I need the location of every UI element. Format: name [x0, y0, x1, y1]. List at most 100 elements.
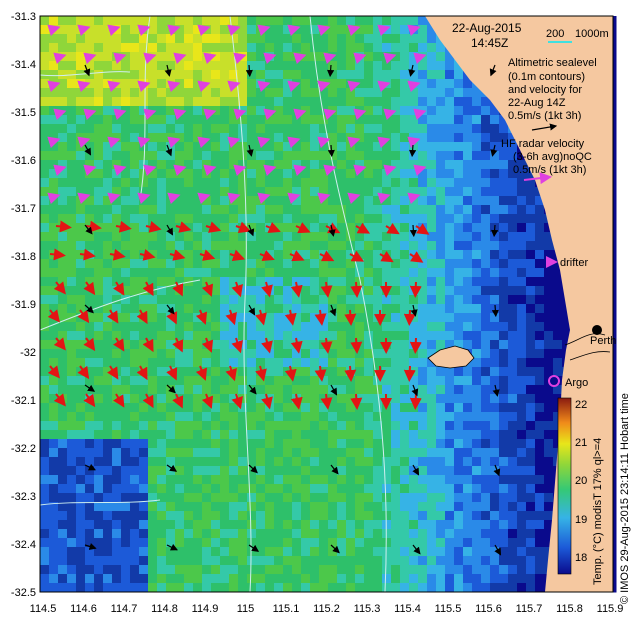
sst-cell [463, 376, 473, 386]
sst-cell [301, 484, 311, 494]
sst-cell [184, 196, 194, 206]
sst-cell [400, 304, 410, 314]
sst-cell [184, 133, 194, 143]
sst-cell [49, 259, 59, 269]
sst-cell [373, 52, 383, 62]
sst-cell [58, 457, 68, 467]
sst-cell [328, 106, 338, 116]
sst-cell [220, 448, 230, 458]
sst-cell [454, 439, 464, 449]
sst-cell [463, 430, 473, 440]
perth-marker [592, 325, 602, 335]
sst-cell [319, 214, 329, 224]
sst-cell [238, 412, 248, 422]
sst-cell [247, 61, 257, 71]
sst-cell [220, 43, 230, 53]
sst-cell [49, 583, 59, 593]
sst-cell [211, 493, 221, 503]
sst-cell [409, 412, 419, 422]
sst-cell [274, 331, 284, 341]
sst-cell [292, 529, 302, 539]
sst-cell [103, 331, 113, 341]
sst-cell [274, 169, 284, 179]
x-tick-label: 115.3 [354, 603, 381, 615]
sst-cell [526, 313, 536, 323]
hf-velocity-arrow [235, 221, 252, 233]
sst-cell [148, 322, 158, 332]
sst-cell [526, 547, 536, 557]
sst-cell [481, 259, 491, 269]
sst-cell [499, 421, 509, 431]
sst-cell [229, 115, 239, 125]
sst-cell [535, 313, 545, 323]
sst-cell [274, 25, 284, 35]
cbar-tick-20: 20 [575, 475, 587, 487]
sst-cell [535, 583, 545, 593]
sst-cell [130, 331, 140, 341]
sst-cell [211, 142, 221, 152]
sst-cell [274, 214, 284, 224]
sst-cell [364, 529, 374, 539]
sst-cell [175, 385, 185, 395]
hf-velocity-arrow [314, 309, 327, 326]
sst-cell [139, 502, 149, 512]
sst-cell [328, 448, 338, 458]
sst-cell [337, 223, 347, 233]
sst-cell [535, 223, 545, 233]
hf-velocity-arrow [47, 24, 61, 37]
sst-cell [103, 259, 113, 269]
sst-cell [445, 502, 455, 512]
sst-cell [184, 232, 194, 242]
sst-cell [229, 241, 239, 251]
sst-cell [112, 538, 122, 548]
sst-cell [193, 358, 203, 368]
sst-cell [400, 385, 410, 395]
sst-cell [283, 556, 293, 566]
sst-cell [526, 511, 536, 521]
sst-cell [283, 493, 293, 503]
sst-cell [427, 295, 437, 305]
sst-cell [85, 574, 95, 584]
sst-cell [193, 511, 203, 521]
sst-cell [238, 556, 248, 566]
sst-cell [337, 61, 347, 71]
sst-cell [103, 115, 113, 125]
sst-cell [139, 583, 149, 593]
sst-cell [301, 565, 311, 575]
sst-cell [202, 331, 212, 341]
sst-cell [454, 484, 464, 494]
sst-cell [202, 124, 212, 134]
sst-cell [364, 520, 374, 530]
sst-cell [67, 565, 77, 575]
sst-cell [445, 412, 455, 422]
sst-cell [85, 538, 95, 548]
sst-cell [436, 259, 446, 269]
sst-cell [283, 223, 293, 233]
sst-cell [373, 475, 383, 485]
drifter-label: drifter [560, 257, 588, 269]
sst-cell [301, 538, 311, 548]
sst-cell [517, 223, 527, 233]
sst-cell [346, 223, 356, 233]
altimetry-velocity-arrow [328, 224, 336, 237]
sst-cell [148, 331, 158, 341]
sst-cell [130, 340, 140, 350]
hf-velocity-arrow [231, 281, 243, 298]
sst-cell [310, 331, 320, 341]
sst-cell [373, 160, 383, 170]
sst-cell [382, 556, 392, 566]
hf-velocity-arrow [403, 309, 416, 326]
sst-cell [301, 358, 311, 368]
sst-cell [517, 394, 527, 404]
sst-cell [526, 448, 536, 458]
sst-cell [175, 583, 185, 593]
sst-cell [481, 448, 491, 458]
sst-cell [274, 34, 284, 44]
altimetry-velocity-arrow [489, 64, 497, 77]
sst-cell [436, 133, 446, 143]
sst-cell [247, 43, 257, 53]
sst-cell [310, 178, 320, 188]
sst-cell [184, 25, 194, 35]
sst-cell [265, 241, 275, 251]
